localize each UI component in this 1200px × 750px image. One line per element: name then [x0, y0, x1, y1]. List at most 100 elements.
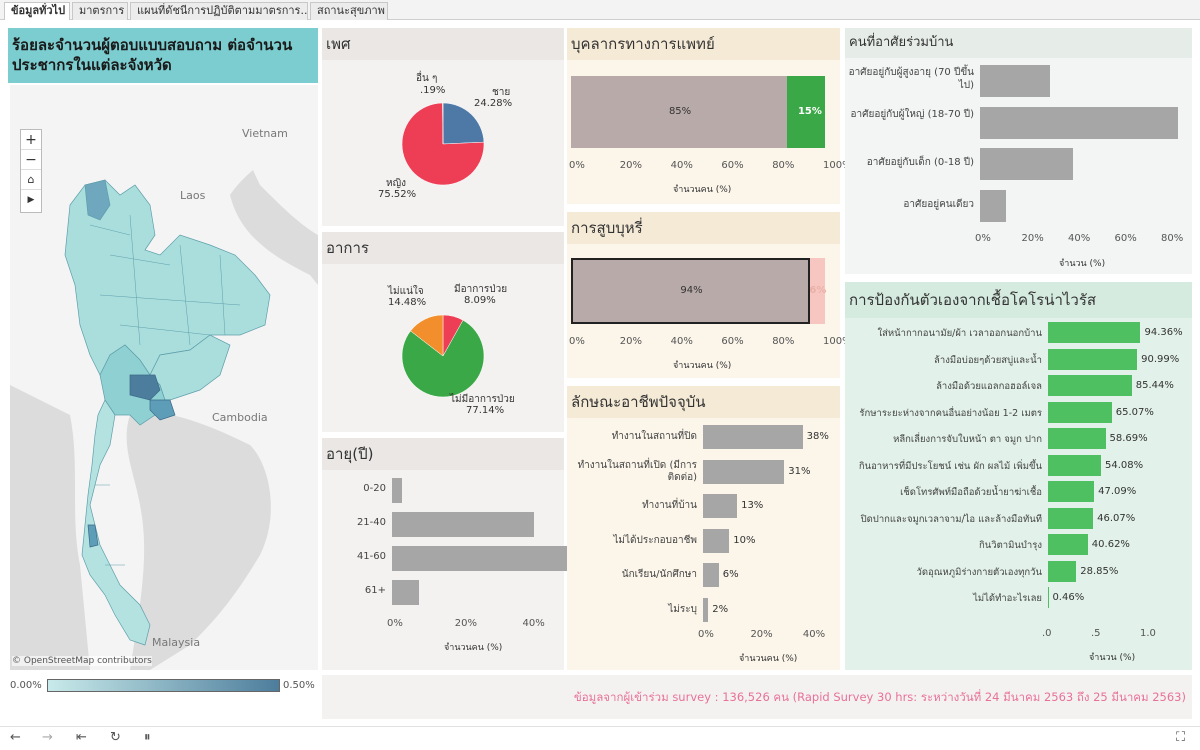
prevention-bar[interactable] [1048, 534, 1088, 555]
andaman-sea [10, 385, 90, 670]
age-category-label: 41-60 [356, 551, 386, 562]
medical-tick: 100% [823, 160, 852, 171]
smoking-yes-value: 6% [809, 285, 827, 296]
prevention-bar[interactable] [1048, 454, 1101, 476]
label-cambodia: Cambodia [212, 411, 268, 424]
refresh-icon[interactable]: ↻ [110, 730, 121, 745]
gender-other-pct: .19% [420, 85, 446, 96]
tab-compliance-map[interactable]: แผนที่ดัชนีการปฏิบัติตามมาตรการ... [130, 2, 308, 20]
tab-health-status[interactable]: สถานะสุขภาพ [310, 2, 388, 20]
age-bar[interactable] [392, 546, 579, 571]
age-bar[interactable] [392, 478, 403, 503]
household-bar[interactable] [980, 106, 1178, 139]
symptom-pie-slice-1[interactable] [401, 319, 485, 398]
map-title-box: ร้อยละจำนวนผู้ตอบแบบสอบถาม ต่อจำนวนประชา… [8, 28, 318, 83]
occupation-panel: ลักษณะอาชีพปัจจุบัน ทำงานในสถานที่ปิด 38%… [567, 386, 840, 670]
smoking-no-value: 94% [680, 285, 703, 296]
revert-icon[interactable]: ⇤ [76, 730, 87, 745]
occupation-value: 13% [741, 500, 764, 511]
gender-panel: เพศ อื่น ๆ .19% ชาย 24.28% หญิง 75.52% [322, 28, 564, 226]
medical-no-bar[interactable] [571, 76, 787, 148]
occupation-label: นักเรียน/นักศึกษา [621, 569, 697, 580]
zoom-out-button[interactable]: − [21, 150, 41, 170]
medical-title: บุคลากรทางการแพทย์ [567, 28, 840, 60]
prevention-bar[interactable] [1048, 348, 1138, 370]
nan-region [84, 179, 111, 221]
occupation-axis-title: จำนวนคน (%) [739, 654, 798, 664]
prevention-chart: ใส่หน้ากากอนามัย/ผ้า เวลาออกนอกบ้าน 94.36… [845, 318, 1192, 670]
tab-measures[interactable]: มาตรการ [72, 2, 128, 20]
age-title: อายุ(ปี) [322, 438, 564, 470]
household-bar[interactable] [980, 65, 1050, 97]
prevention-bar[interactable] [1048, 322, 1141, 343]
prevention-label: ไม่ได้ทำอะไรเลย [973, 593, 1042, 604]
prevention-tick: .0 [1042, 628, 1052, 639]
medical-yes-bar[interactable] [786, 76, 825, 148]
occupation-bar[interactable] [703, 425, 803, 449]
home-icon[interactable]: ⌂ [21, 170, 41, 190]
occupation-label: ไม่ระบุ [668, 603, 697, 615]
symptom-pie-slice-2[interactable] [410, 314, 444, 357]
undo-icon[interactable]: ← [10, 730, 21, 745]
household-bar[interactable] [980, 189, 1006, 222]
symptom-unsure-name: ไม่แน่ใจ [388, 286, 424, 297]
prevention-bar[interactable] [1048, 428, 1106, 449]
prevention-label: ล้างมือบ่อยๆด้วยสบู่และน้ำ [934, 354, 1042, 366]
thailand-south [81, 399, 151, 646]
medical-tick: 60% [721, 160, 744, 171]
symptom-pie [401, 314, 485, 398]
gender-female-name: หญิง [386, 178, 406, 189]
play-arrow-icon[interactable]: ▶ [27, 195, 35, 205]
gender-pie-slice-0[interactable] [442, 102, 485, 145]
occupation-bar[interactable] [703, 563, 719, 587]
occupation-bar[interactable] [703, 528, 730, 553]
pause-icon[interactable]: ⏸ [144, 730, 151, 745]
occupation-label: ทำงานในสถานที่ปิด [611, 431, 697, 442]
prevention-tick: .5 [1091, 628, 1101, 639]
fullscreen-icon[interactable]: ⛶ [1176, 730, 1186, 745]
map-canvas[interactable]: Vietnam Laos Cambodia Malaysia + − ⌂ ▶ ©… [10, 85, 318, 670]
tab-general-info[interactable]: ข้อมูลทั่วไป [4, 2, 70, 20]
smoking-no-bar[interactable] [571, 258, 810, 324]
prevention-bar[interactable] [1048, 560, 1077, 582]
vietnam-coast [210, 85, 318, 235]
prevention-bar[interactable] [1048, 481, 1095, 502]
household-bar[interactable] [980, 148, 1074, 180]
occupation-bar[interactable] [703, 597, 709, 622]
occupation-bar[interactable] [703, 494, 738, 518]
symptom-unsure-pct: 14.48% [388, 297, 427, 308]
medical-no-value: 85% [668, 106, 692, 117]
age-bar[interactable] [392, 512, 535, 537]
gender-male-name: ชาย [492, 87, 511, 98]
prevention-bar[interactable] [1048, 375, 1132, 396]
medical-panel: บุคลากรทางการแพทย์ 85% 15% 0% 20% 40% 60% 80% 1… [567, 28, 852, 204]
label-laos: Laos [180, 189, 206, 202]
phuket-region [87, 524, 99, 548]
prevention-label: ปิดปากและจมูกเวลาจาม/ไอ และล้างมือทันที [860, 513, 1042, 525]
prevention-label: เช็ดโทรศัพท์มือถือด้วยน้ำยาฆ่าเชื้อ [900, 487, 1042, 498]
symptom-none-name: ไม่มีอาการป่วย [450, 394, 515, 405]
age-tick: 0% [387, 618, 403, 629]
medical-tick: 80% [772, 160, 795, 171]
age-category-label: 61+ [364, 585, 386, 596]
gender-male-pct: 24.28% [474, 98, 513, 109]
prevention-value: 46.07% [1097, 512, 1136, 524]
prevention-bar[interactable] [1048, 507, 1094, 529]
prevention-label: วัดอุณหภูมิร่างกายตัวเองทุกวัน [916, 566, 1042, 578]
smoking-yes-bar[interactable] [809, 258, 825, 324]
map-title: ร้อยละจำนวนผู้ตอบแบบสอบถาม ต่อจำนวนประชา… [12, 36, 293, 74]
occupation-bar[interactable] [703, 459, 785, 484]
smoking-tick: 80% [772, 336, 795, 347]
redo-icon[interactable]: → [42, 730, 53, 745]
smoking-chart: 94% 6% 0% 20% 40% 60% 80% 100% จำนวนคน (%) [567, 244, 852, 378]
household-tick: 0% [975, 233, 991, 244]
occupation-tick: 40% [802, 629, 826, 640]
footer-text: ข้อมูลจากผู้เข้าร่วม survey : 136,526 คน… [573, 690, 1186, 704]
prevention-bar[interactable] [1048, 587, 1049, 608]
age-bar[interactable] [392, 580, 420, 605]
zoom-in-button[interactable]: + [21, 130, 41, 150]
map-svg [10, 85, 318, 670]
prevention-bar[interactable] [1048, 401, 1112, 423]
label-malaysia: Malaysia [152, 636, 201, 649]
smoking-panel: การสูบบุหรี่ 94% 6% 0% 20% 40% 60% 80% 100% จำนว… [567, 212, 852, 378]
